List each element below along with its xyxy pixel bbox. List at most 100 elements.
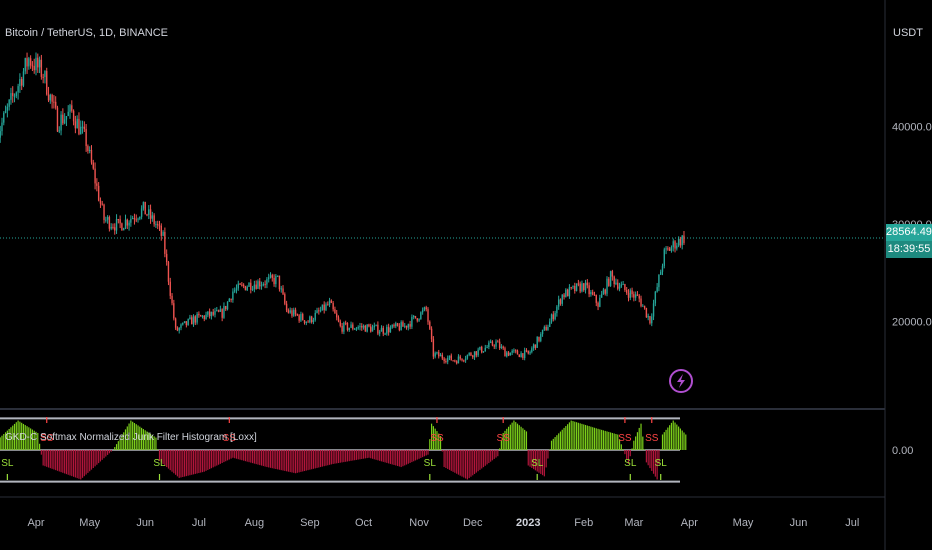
- candle-body: [37, 57, 39, 68]
- candle-body: [495, 341, 497, 347]
- price-tick-label: 40000.00: [892, 122, 932, 134]
- candle-body: [151, 215, 154, 219]
- candle-body: [13, 95, 16, 97]
- candle-body: [264, 284, 266, 286]
- candle-body: [321, 304, 324, 311]
- candle-body: [357, 327, 359, 329]
- candle-body: [74, 121, 77, 129]
- candle-body: [400, 322, 402, 331]
- candle-body: [29, 58, 32, 66]
- candle-body: [498, 341, 501, 348]
- candle-body: [572, 285, 574, 288]
- candle-body: [353, 328, 356, 330]
- lightning-icon[interactable]: [669, 369, 693, 393]
- candle-body: [423, 307, 426, 311]
- candle-body: [257, 281, 259, 289]
- candle-body: [44, 71, 46, 77]
- candle-body: [393, 324, 395, 327]
- time-tick-label: Jun: [790, 517, 808, 529]
- candle-body: [191, 317, 193, 325]
- candle-body: [618, 286, 621, 289]
- candle-body: [575, 283, 578, 291]
- candle-body: [214, 310, 216, 315]
- candle-body: [35, 57, 37, 71]
- candle-body: [355, 328, 358, 330]
- candle-body: [470, 353, 472, 356]
- candle-body: [565, 289, 567, 298]
- candle-body: [8, 99, 10, 107]
- signal-marker: [429, 474, 431, 480]
- candle-body: [660, 271, 662, 275]
- candle-body: [114, 227, 116, 231]
- candle-body: [386, 326, 388, 334]
- candle-body: [106, 217, 109, 220]
- signal-label: SL: [424, 458, 437, 469]
- candle-body: [454, 360, 456, 362]
- candle-body: [31, 65, 34, 67]
- candle-body: [344, 322, 347, 324]
- candle-body: [46, 71, 48, 95]
- candle-body: [221, 309, 223, 318]
- candle-body: [300, 314, 302, 321]
- signal-marker: [629, 474, 631, 480]
- candle-body: [180, 324, 182, 328]
- candle-body: [99, 200, 102, 204]
- candle-body: [158, 225, 161, 227]
- candle-body: [15, 92, 18, 96]
- candle-body: [89, 149, 91, 151]
- candle-body: [513, 350, 515, 352]
- candle-body: [387, 326, 390, 333]
- candle-body: [418, 318, 420, 321]
- time-tick-label: Feb: [574, 517, 593, 529]
- candle-body: [187, 319, 189, 326]
- candle-body: [677, 238, 680, 246]
- candle-body: [327, 304, 329, 306]
- candle-body: [504, 348, 506, 357]
- candle-body: [332, 303, 334, 310]
- candle-body: [198, 313, 200, 316]
- candle-body: [225, 306, 227, 310]
- candle-body: [294, 309, 297, 315]
- candle-body: [131, 218, 134, 220]
- candle-body: [6, 106, 9, 111]
- candle-body: [142, 201, 145, 209]
- candle-body: [67, 111, 69, 116]
- candle-body: [310, 316, 313, 323]
- signal-label: SS: [618, 433, 632, 444]
- candle-body: [364, 325, 367, 332]
- candle-body: [378, 331, 381, 334]
- symbol-title[interactable]: Bitcoin / TetherUS, 1D, BINANCE: [5, 27, 169, 39]
- candle-body: [160, 225, 162, 236]
- candle-body: [606, 278, 608, 294]
- candle-body: [268, 277, 270, 280]
- candle-body: [69, 105, 71, 112]
- candle-body: [235, 288, 238, 291]
- candle-body: [432, 339, 435, 357]
- candle-body: [668, 248, 671, 251]
- candle-body: [649, 316, 651, 324]
- candle-body: [285, 303, 288, 311]
- signal-marker: [46, 417, 48, 423]
- candle-body: [608, 278, 610, 286]
- candle-body: [149, 209, 152, 219]
- candle-body: [459, 356, 461, 359]
- candle-body: [217, 310, 220, 312]
- candle-body: [554, 313, 556, 320]
- candle-body: [642, 305, 644, 307]
- candle-body: [219, 309, 222, 312]
- candle-body: [174, 318, 177, 328]
- candle-body: [633, 294, 635, 298]
- candle-body: [617, 282, 619, 289]
- candle-body: [302, 314, 304, 321]
- candle-body: [330, 300, 333, 304]
- candle-body: [62, 114, 64, 124]
- indicator-title[interactable]: GKD-C Softmax Normalized Jurik Filter Hi…: [5, 432, 257, 443]
- candle-body: [638, 295, 640, 299]
- candle-body: [640, 298, 642, 307]
- candle-body: [87, 146, 89, 151]
- candle-body: [24, 58, 26, 72]
- candle-body: [382, 327, 384, 334]
- candle-body: [398, 325, 401, 331]
- candle-body: [176, 327, 179, 331]
